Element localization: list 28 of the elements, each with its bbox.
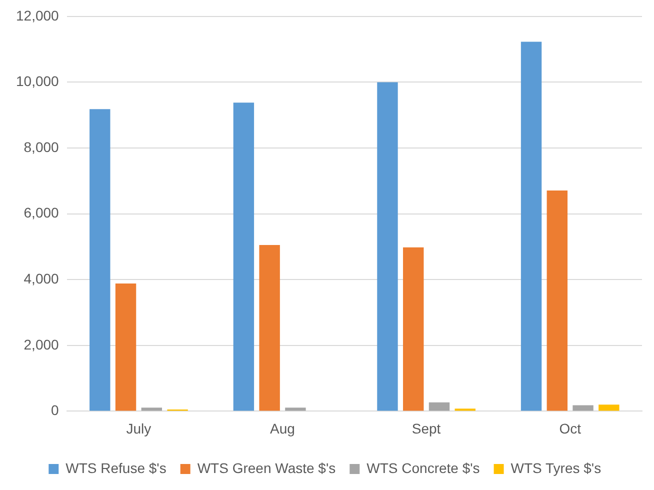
legend-label: WTS Tyres $'s: [510, 460, 602, 476]
x-tick-label: Sept: [412, 420, 441, 436]
bar: [428, 402, 450, 411]
bar: [115, 284, 136, 411]
y-tick-label: 8,000: [24, 138, 60, 155]
bar: [520, 42, 542, 411]
y-tick-label: 12,000: [16, 7, 60, 24]
y-tick-label: 2,000: [24, 336, 60, 352]
bar: [259, 245, 280, 411]
bar: [90, 109, 110, 411]
bar: [546, 190, 568, 411]
bar: [233, 102, 254, 411]
y-tick-label: 10,000: [16, 73, 60, 90]
y-tick-label: 0: [51, 402, 60, 418]
legend-label: WTS Concrete $'s: [366, 460, 480, 476]
bar: [598, 404, 620, 411]
y-tick-label: 6,000: [24, 204, 60, 221]
x-tick-label: Aug: [270, 420, 295, 436]
y-tick-label: 4,000: [24, 270, 60, 286]
bar: [377, 82, 398, 411]
bar: [141, 408, 162, 411]
x-tick-label: July: [126, 420, 152, 436]
x-tick-label: Oct: [559, 420, 582, 436]
bar: [285, 408, 306, 411]
bar: [403, 247, 424, 411]
legend-label: WTS Refuse $'s: [66, 460, 166, 476]
legend-label: WTS Green Waste $'s: [197, 460, 336, 476]
bar: [572, 405, 594, 411]
